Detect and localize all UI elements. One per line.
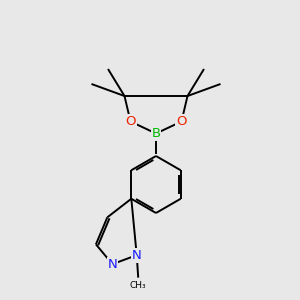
Text: O: O <box>125 115 136 128</box>
Text: N: N <box>107 258 117 271</box>
Text: CH₃: CH₃ <box>130 281 146 290</box>
Text: B: B <box>152 127 160 140</box>
Text: O: O <box>176 115 187 128</box>
Text: N: N <box>132 249 142 262</box>
